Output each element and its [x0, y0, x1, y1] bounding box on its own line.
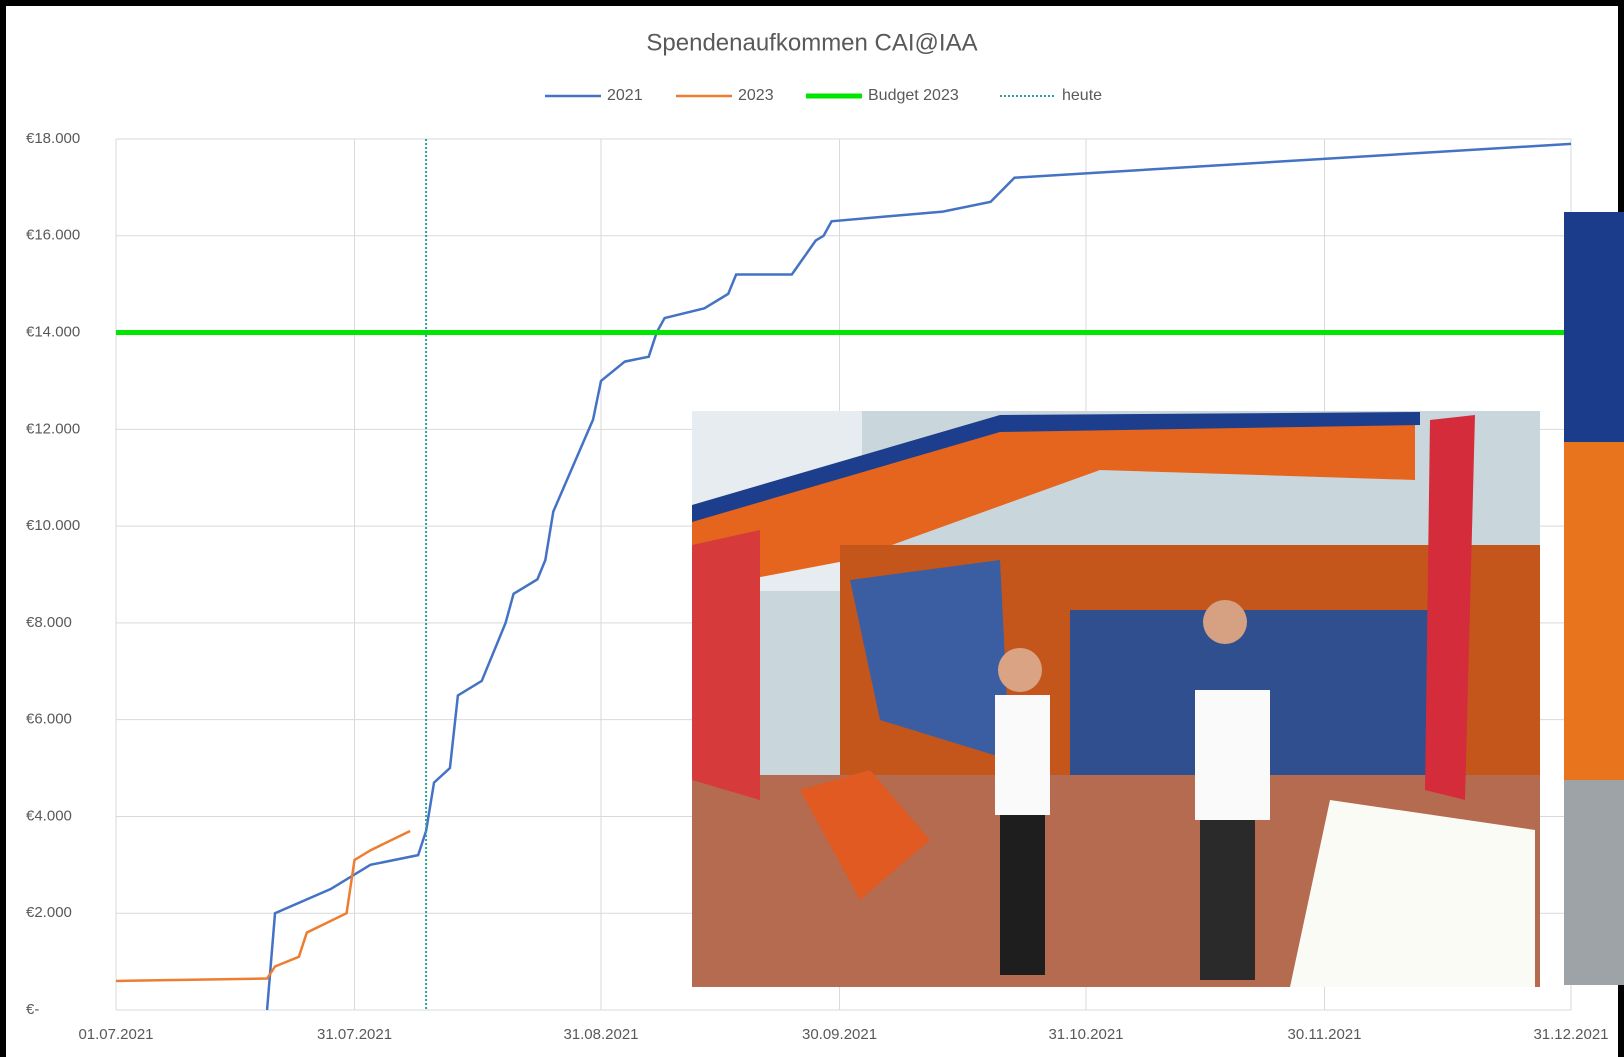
page: {"chart_data": {"type": "line", "title":…	[0, 0, 1624, 1057]
y-tick-label: €10.000	[26, 517, 80, 534]
x-tick-label: 31.12.2021	[1533, 1026, 1608, 1043]
y-tick-label: €18.000	[26, 130, 80, 147]
y-tick-label: €2.000	[26, 904, 72, 921]
y-tick-label: €-	[26, 1001, 39, 1018]
photo	[692, 411, 1540, 987]
x-tick-label: 30.09.2021	[802, 1026, 877, 1043]
chart-title: Spendenaufkommen CAI@IAA	[646, 29, 977, 56]
x-tick-label: 01.07.2021	[78, 1026, 153, 1043]
x-tick-label: 30.11.2021	[1288, 1026, 1362, 1043]
x-tick-label: 31.08.2021	[563, 1026, 638, 1043]
x-tick-label: 31.10.2021	[1048, 1026, 1123, 1043]
legend-label: 2023	[738, 87, 774, 104]
y-tick-label: €6.000	[26, 711, 72, 728]
y-tick-label: €8.000	[26, 614, 72, 631]
y-tick-label: €14.000	[26, 324, 80, 341]
chart: Spendenaufkommen CAI@IAA 2021 2023 Budget …	[0, 0, 1624, 1057]
photo	[1564, 212, 1624, 985]
x-tick-label: 31.07.2021	[317, 1026, 392, 1043]
y-tick-label: €12.000	[26, 420, 80, 437]
legend-label: heute	[1062, 87, 1102, 104]
legend-label: Budget 2023	[868, 87, 959, 104]
legend-label: 2021	[607, 87, 643, 104]
y-tick-label: €16.000	[26, 227, 80, 244]
y-tick-label: €4.000	[26, 807, 72, 824]
